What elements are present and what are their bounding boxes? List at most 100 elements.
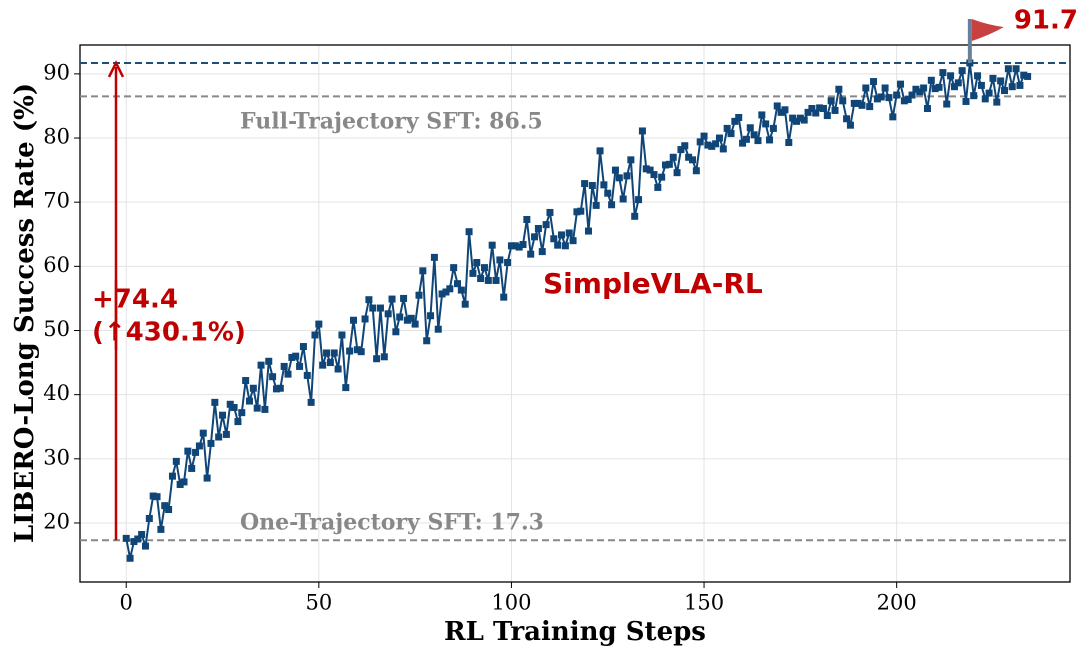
point-marker <box>511 242 519 250</box>
point-marker <box>900 97 908 105</box>
point-marker <box>673 169 681 177</box>
point-marker <box>380 353 388 361</box>
point-marker <box>311 331 319 339</box>
point-marker <box>662 161 670 169</box>
point-marker <box>326 359 334 367</box>
point-marker <box>438 290 446 298</box>
point-marker <box>646 166 654 174</box>
point-marker <box>947 72 955 80</box>
point-marker <box>145 514 153 522</box>
point-marker <box>446 285 454 293</box>
point-marker <box>658 173 666 181</box>
point-marker <box>457 286 465 294</box>
point-marker <box>403 316 411 324</box>
point-marker <box>796 114 804 122</box>
point-marker <box>997 77 1005 85</box>
point-marker <box>873 95 881 103</box>
point-marker <box>769 124 777 132</box>
point-marker <box>762 120 770 128</box>
y-tick-label: 50 <box>43 317 70 341</box>
point-marker <box>234 418 242 426</box>
point-marker <box>207 439 215 447</box>
point-marker <box>226 400 234 408</box>
point-marker <box>199 429 207 437</box>
point-marker <box>739 139 747 147</box>
point-marker <box>577 207 585 215</box>
point-marker <box>715 134 723 142</box>
point-marker <box>346 347 354 355</box>
point-marker <box>665 160 673 168</box>
point-marker <box>176 480 184 488</box>
point-marker <box>954 79 962 87</box>
point-marker <box>219 411 227 419</box>
point-marker <box>611 166 619 174</box>
point-marker <box>168 472 176 480</box>
point-marker <box>222 430 230 438</box>
point-marker <box>153 493 161 501</box>
gain-label: +74.4 <box>92 285 178 315</box>
point-marker <box>442 288 450 296</box>
point-marker <box>816 104 824 112</box>
point-marker <box>230 403 238 411</box>
point-marker <box>253 404 261 412</box>
point-marker <box>423 337 431 345</box>
x-axis-label: RL Training Steps <box>444 617 706 647</box>
point-marker <box>515 243 523 251</box>
y-axis-label: LIBERO-Long Success Rate (%) <box>10 83 40 543</box>
point-marker <box>350 316 358 324</box>
point-marker <box>854 99 862 107</box>
point-marker <box>565 229 573 237</box>
point-marker <box>908 91 916 99</box>
point-marker <box>180 478 188 486</box>
point-marker <box>292 352 300 360</box>
point-marker <box>569 237 577 245</box>
point-marker <box>750 131 758 139</box>
point-marker <box>927 76 935 84</box>
point-marker <box>773 102 781 110</box>
y-tick-label: 60 <box>43 253 70 277</box>
point-marker <box>916 88 924 96</box>
point-marker <box>203 474 211 482</box>
point-marker <box>889 113 897 121</box>
point-marker <box>885 94 893 102</box>
point-marker <box>288 353 296 361</box>
y-tick-label: 30 <box>43 445 70 469</box>
x-tick-label: 200 <box>877 591 917 615</box>
point-marker <box>588 182 596 190</box>
y-tick-label: 40 <box>43 381 70 405</box>
point-marker <box>500 293 508 301</box>
flag <box>971 18 1004 41</box>
point-marker <box>465 228 473 236</box>
point-marker <box>407 314 415 322</box>
point-marker <box>735 113 743 121</box>
point-marker <box>338 331 346 339</box>
point-marker <box>819 105 827 113</box>
point-marker <box>704 141 712 149</box>
y-tick-label: 90 <box>43 60 70 84</box>
point-marker <box>172 457 180 465</box>
point-marker <box>712 140 720 148</box>
point-marker <box>970 92 978 100</box>
point-marker <box>334 365 342 373</box>
point-marker <box>812 109 820 117</box>
point-marker <box>785 139 793 147</box>
point-marker <box>766 136 774 144</box>
point-marker <box>777 108 785 116</box>
point-marker <box>245 397 253 405</box>
point-marker <box>365 296 373 304</box>
point-marker <box>242 377 250 385</box>
point-marker <box>608 201 616 209</box>
point-marker <box>461 300 469 308</box>
point-marker <box>272 385 280 393</box>
point-marker <box>523 216 531 224</box>
point-marker <box>561 242 569 250</box>
point-marker <box>923 105 931 113</box>
point-marker <box>307 398 315 406</box>
point-marker <box>723 124 731 132</box>
plot-frame <box>79 44 1071 583</box>
point-marker <box>981 95 989 103</box>
point-marker <box>581 180 589 188</box>
point-marker <box>985 89 993 97</box>
point-marker <box>1020 71 1028 79</box>
point-marker <box>161 502 169 510</box>
